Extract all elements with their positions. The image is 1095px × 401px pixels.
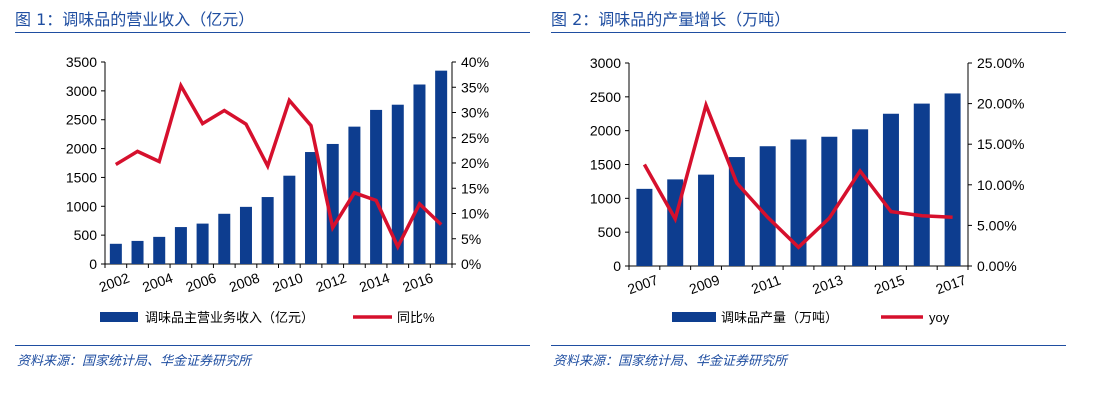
bar-2015 (882, 113, 899, 266)
y-right-tick-label: 15% (461, 180, 489, 196)
figure-2-source-rule (551, 345, 1066, 346)
y-right-tick-label: 40% (461, 54, 489, 70)
bar-2008 (239, 206, 252, 264)
x-tick-label: 2016 (400, 269, 435, 295)
y-left-tick-label: 1500 (66, 169, 97, 185)
legend-bar-swatch (672, 312, 716, 322)
legend-bar-label: 调味品产量（万吨） (721, 310, 838, 325)
bar-2011 (759, 146, 776, 266)
y-left-tick-label: 2000 (66, 141, 97, 157)
x-tick-label: 2006 (184, 269, 219, 295)
bar-2014 (370, 109, 383, 264)
bar-2003 (131, 240, 144, 264)
y-right-tick-label: 10.00% (977, 177, 1024, 193)
y-left-tick-label: 2500 (66, 112, 97, 128)
bar-2013 (821, 136, 838, 266)
figure-1-title-rule (15, 32, 530, 33)
y-left-tick-label: 2000 (590, 123, 621, 139)
x-tick-label: 2008 (227, 269, 262, 295)
x-tick-label: 2002 (97, 269, 132, 295)
bar-2014 (852, 129, 869, 266)
bar-2009 (698, 174, 715, 266)
x-tick-label: 2011 (749, 272, 783, 297)
bar-2015 (391, 104, 404, 264)
y-right-tick-label: 20% (461, 155, 489, 171)
y-left-tick-label: 1000 (590, 190, 621, 206)
x-tick-label: 2017 (934, 271, 969, 297)
bar-2017 (435, 70, 448, 265)
x-tick-label: 2004 (140, 269, 175, 295)
x-tick-label: 2012 (314, 269, 349, 295)
bar-2004 (153, 236, 166, 264)
y-right-tick-label: 30% (461, 105, 489, 121)
x-tick-label: 2010 (270, 269, 305, 295)
y-left-tick-label: 0 (613, 258, 621, 274)
figure-1-source: 资料来源：国家统计局、华金证券研究所 (17, 354, 252, 369)
bar-2006 (196, 223, 209, 264)
y-right-tick-label: 0.00% (977, 258, 1017, 274)
bar-2012 (790, 139, 807, 266)
bar-2016 (913, 103, 930, 266)
figure-2-source: 资料来源：国家统计局、华金证券研究所 (553, 354, 788, 369)
y-left-tick-label: 500 (598, 224, 622, 240)
y-right-tick-label: 25.00% (977, 55, 1024, 71)
growth-line (114, 81, 443, 251)
y-right-tick-label: 20.00% (977, 96, 1024, 112)
y-right-tick-label: 15.00% (977, 136, 1024, 152)
bar-2011 (305, 152, 318, 264)
bar-2010 (283, 175, 296, 264)
y-right-tick-label: 10% (461, 206, 489, 222)
y-right-tick-label: 35% (461, 79, 489, 95)
bar-2007 (636, 188, 653, 266)
figure-2-title: 图 2：调味品的产量增长（万吨） (551, 10, 791, 29)
figure-1-source-rule (15, 345, 530, 346)
y-right-tick-label: 5% (461, 231, 481, 247)
y-left-tick-label: 500 (74, 227, 98, 243)
bar-2010 (728, 157, 745, 266)
growth-line (642, 99, 953, 250)
figure-1-title: 图 1：调味品的营业收入（亿元） (15, 10, 255, 29)
legend-line-label: 同比% (397, 310, 435, 325)
y-left-tick-label: 2500 (590, 89, 621, 105)
y-right-tick-label: 0% (461, 256, 481, 272)
x-tick-label: 2007 (625, 271, 660, 297)
y-left-tick-label: 1500 (590, 157, 621, 173)
y-left-tick-label: 1000 (66, 198, 97, 214)
y-left-tick-label: 0 (89, 256, 97, 272)
x-tick-label: 2015 (872, 271, 907, 297)
bar-2002 (109, 243, 122, 264)
y-right-tick-label: 25% (461, 130, 489, 146)
bar-2012 (326, 143, 339, 264)
bar-2017 (944, 93, 961, 266)
y-left-tick-label: 3000 (66, 83, 97, 99)
legend-line-label: yoy (929, 310, 950, 325)
bar-2005 (174, 227, 187, 264)
x-tick-label: 2014 (357, 269, 392, 295)
bar-2007 (218, 213, 231, 264)
legend-bar-swatch (100, 312, 138, 322)
x-tick-label: 2009 (687, 271, 722, 297)
bar-2009 (261, 197, 274, 264)
y-left-tick-label: 3500 (66, 54, 97, 70)
figure-2-title-rule (551, 32, 1066, 33)
y-right-tick-label: 5.00% (977, 217, 1017, 233)
production-chart: 0 500 1000 1500 2000 2500 3000 0.00% 5.00% 10.00%… (590, 55, 1025, 325)
figure-1-panel: 图 1：调味品的营业收入（亿元） 0 500 1000 1500 2000 2500 300… (15, 0, 535, 401)
legend-bar-label: 调味品主营业务收入（亿元） (145, 310, 314, 325)
y-left-tick-label: 3000 (590, 55, 621, 71)
bar-2016 (413, 84, 426, 264)
x-tick-label: 2013 (810, 271, 845, 297)
figure-2-panel: 图 2：调味品的产量增长（万吨） 0 500 1000 1500 2000 2500 300… (551, 0, 1071, 401)
revenue-chart: 0 500 1000 1500 2000 2500 3000 3500 0% 5% 10% 15% 20… (66, 54, 489, 325)
